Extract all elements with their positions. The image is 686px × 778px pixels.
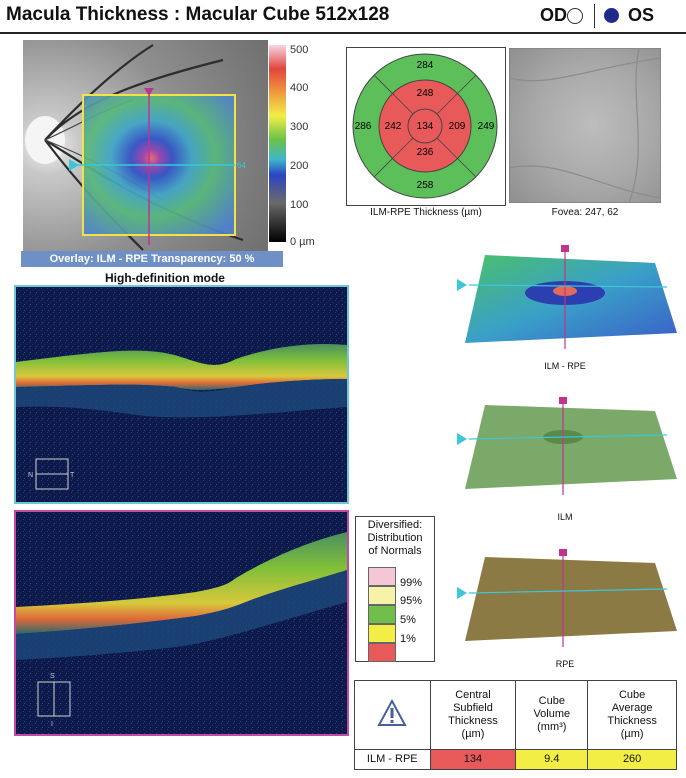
- legend-title-line: Diversified:: [367, 519, 423, 531]
- scan-line-number: 64: [237, 161, 246, 170]
- legend-swatch-light-yellow: [368, 586, 396, 605]
- legend-label-99: 99%: [400, 577, 423, 589]
- warning-cell: [354, 680, 431, 750]
- warning-icon: [377, 699, 407, 727]
- bscan-superior-label: S: [50, 673, 55, 680]
- fovea-caption: Fovea: 247, 62: [551, 207, 619, 218]
- legend-swatch-green: [368, 605, 396, 624]
- rpe-3d-map: [457, 549, 677, 647]
- etdrs-nasal-inner: 242: [385, 121, 402, 132]
- scale-tick: 100: [290, 199, 309, 211]
- od-label: OD: [540, 5, 567, 25]
- legend-title-line: Distribution: [367, 532, 423, 544]
- scan-mode-label: High-definition mode: [105, 271, 225, 285]
- page-title: Macula Thickness : Macular Cube 512x128: [6, 4, 390, 25]
- etdrs-thickness-grid: 284 248 286 242 134 209 249 236 258: [352, 53, 498, 199]
- etdrs-inferior-outer: 258: [417, 180, 434, 191]
- vertical-bscan: S I: [14, 510, 349, 736]
- etdrs-inferior-inner: 236: [417, 147, 434, 158]
- bscan-inferior-label: I: [51, 721, 53, 728]
- horizontal-bscan: N T: [14, 285, 349, 504]
- etdrs-superior-outer: 284: [417, 60, 434, 71]
- scale-tick: 300: [290, 121, 309, 133]
- central-subfield-value: 134: [429, 748, 517, 771]
- bscan-nasal-label: N: [28, 472, 33, 479]
- etdrs-superior-inner: 248: [417, 88, 434, 99]
- ilm-map-caption: ILM: [557, 512, 573, 522]
- scale-tick: 400: [290, 82, 309, 94]
- thickness-summary-table: Central Subfield Thickness (µm) Cube Volume(…: [354, 680, 677, 771]
- bscan-temporal-label: T: [70, 472, 75, 479]
- header-central-subfield: Central Subfield Thickness (µm): [429, 680, 517, 750]
- etdrs-center: 134: [417, 121, 434, 132]
- fovea-fundus-image: [509, 48, 661, 203]
- legend-swatch-red: [368, 643, 396, 662]
- od-radio[interactable]: [567, 8, 583, 24]
- report-header: [0, 0, 686, 34]
- ilm-rpe-map-caption: ILM - RPE: [544, 361, 586, 371]
- header-cube-volume: Cube Volume (mm³): [515, 680, 589, 750]
- os-radio[interactable]: [604, 8, 619, 23]
- etdrs-temporal-inner: 209: [449, 121, 466, 132]
- etdrs-grid-frame: [346, 47, 506, 206]
- legend-label-1: 1%: [400, 633, 416, 645]
- os-label: OS: [628, 5, 655, 25]
- scale-tick: 500: [290, 44, 309, 56]
- header-cube-average-thickness: Cube Average Thickness (µm): [587, 680, 677, 750]
- etdrs-nasal-outer: 286: [355, 121, 372, 132]
- legend-swatch-pink: [368, 567, 396, 586]
- ilm-rpe-3d-map: [457, 245, 677, 349]
- scale-tick: 200: [290, 160, 309, 172]
- etdrs-caption: ILM-RPE Thickness (µm): [370, 207, 482, 218]
- overlay-status-bar[interactable]: Overlay: ILM - RPE Transparency: 50 %: [21, 251, 283, 267]
- legend-title-line: of Normals: [368, 545, 422, 557]
- scale-tick: 0 µm: [290, 236, 315, 248]
- cube-average-thickness-value: 260: [587, 748, 677, 771]
- cube-volume-value: 9.4: [515, 748, 589, 771]
- thickness-color-scale: [269, 45, 286, 242]
- row-label: ILM - RPE: [354, 748, 431, 771]
- ilm-3d-map: [457, 397, 677, 495]
- legend-swatch-yellow: [368, 624, 396, 643]
- etdrs-temporal-outer: 249: [478, 121, 495, 132]
- normative-legend: Diversified: Distribution of Normals 99%…: [355, 516, 435, 662]
- rpe-map-caption: RPE: [555, 659, 575, 669]
- legend-label-5: 5%: [400, 614, 416, 626]
- eye-divider: [594, 4, 595, 28]
- legend-label-95: 95%: [400, 595, 423, 607]
- fundus-thickness-image: 64: [23, 40, 268, 252]
